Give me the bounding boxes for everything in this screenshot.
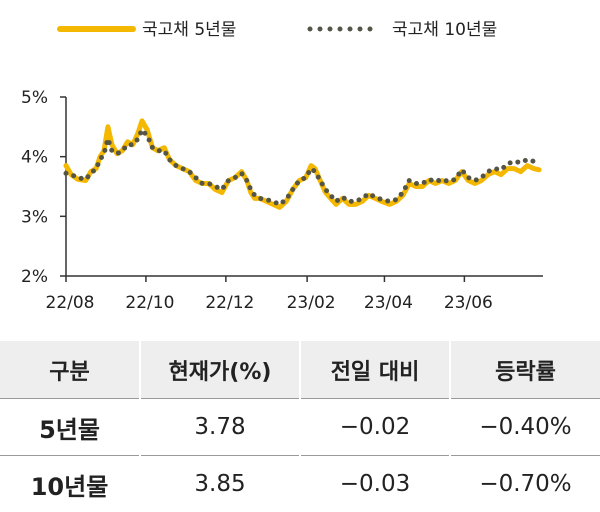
header-category: 구분 — [0, 340, 140, 399]
y-tick-label: 5% — [21, 88, 48, 108]
y-tick-label: 4% — [21, 148, 48, 168]
series-line-5y — [66, 121, 539, 207]
yield-summary-table: 구분 현재가(%) 전일 대비 등락률 5년물 3.78 −0.02 −0.40… — [0, 339, 600, 512]
row-change: −0.02 — [300, 399, 450, 456]
table-row: 5년물 3.78 −0.02 −0.40% — [0, 399, 600, 456]
x-tick-label: 23/02 — [287, 293, 336, 313]
x-tick-label: 22/10 — [125, 293, 174, 313]
chart-legend: 국고채 5년물 국고채 10년물 — [60, 20, 497, 40]
x-tick-label: 22/12 — [205, 293, 254, 313]
x-tick-label: 23/06 — [444, 293, 493, 313]
y-tick-label: 2% — [21, 267, 48, 287]
header-change: 전일 대비 — [300, 340, 450, 399]
legend-label-10y: 국고채 10년물 — [392, 20, 497, 40]
x-axis: 22/08 22/10 22/12 23/02 23/04 23/06 — [46, 276, 544, 313]
series-line-10y — [66, 130, 539, 205]
x-tick-label: 23/04 — [364, 293, 413, 313]
y-axis: 5% 4% 3% 2% — [21, 88, 66, 287]
legend-label-5y: 국고채 5년물 — [142, 20, 236, 40]
x-tick-label: 22/08 — [46, 293, 95, 313]
row-rate: −0.40% — [450, 399, 600, 456]
header-rate: 등락률 — [450, 340, 600, 399]
table-header-row: 구분 현재가(%) 전일 대비 등락률 — [0, 340, 600, 399]
row-label: 5년물 — [0, 399, 140, 456]
row-price: 3.78 — [140, 399, 300, 456]
header-price: 현재가(%) — [140, 340, 300, 399]
y-tick-label: 3% — [21, 207, 48, 227]
series-layer — [66, 121, 539, 207]
bond-yield-chart: 국고채 5년물 국고채 10년물 5% 4% 3% 2% 22/08 22/10 22/1… — [0, 0, 600, 330]
